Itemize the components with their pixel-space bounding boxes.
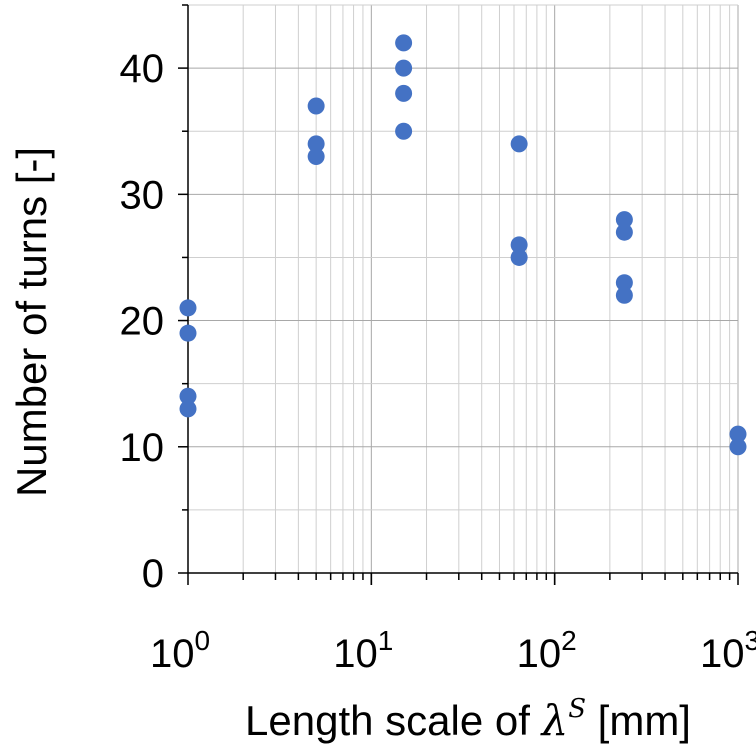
data-point [307, 147, 325, 165]
x-tick-label-base: 10 [517, 632, 562, 676]
x-tick-label-base: 10 [700, 632, 745, 676]
data-point [615, 286, 633, 304]
x-tick-label-exponent: 1 [378, 625, 394, 656]
data-point [179, 324, 197, 342]
data-point [615, 274, 633, 292]
x-tick-label-base: 10 [333, 632, 378, 676]
y-tick-label: 40 [120, 47, 165, 91]
x-tick-label: 101 [333, 625, 393, 676]
data-point [395, 34, 413, 52]
data-point [179, 400, 197, 418]
x-axis-ticks: 100 101 102 103 [150, 573, 756, 676]
grid [187, 4, 739, 574]
x-tick-label: 103 [700, 625, 756, 676]
y-tick-label: 30 [120, 173, 165, 217]
y-axis-ticks: 0 10 20 30 40 [120, 4, 188, 596]
data-point [510, 248, 528, 266]
x-axis-label-symbol: λ [540, 696, 569, 745]
x-axis-label: Length scale of λS [mm] [245, 694, 691, 745]
data-point [395, 84, 413, 102]
data-point [510, 236, 528, 254]
x-tick-label-base: 10 [150, 632, 195, 676]
data-point [615, 223, 633, 241]
data-point [729, 438, 747, 456]
x-axis-label-superscript: S [568, 694, 586, 724]
y-tick-label: 0 [142, 552, 164, 596]
data-point [179, 387, 197, 405]
data-point [307, 97, 325, 115]
x-axis-label-prefix: Length scale of [245, 697, 542, 744]
data-points [179, 34, 747, 456]
y-tick-label: 10 [120, 426, 165, 470]
data-point [307, 135, 325, 153]
axes [187, 5, 738, 574]
x-tick-label-exponent: 0 [194, 625, 210, 656]
x-tick-label: 102 [517, 625, 577, 676]
data-point [395, 59, 413, 77]
x-axis-label-suffix: [mm] [586, 697, 691, 744]
data-point [729, 425, 747, 443]
data-point [395, 122, 413, 140]
y-axis-label: Number of turns [-] [8, 147, 55, 497]
data-point [510, 135, 528, 153]
data-point [615, 211, 633, 229]
x-tick-label-exponent: 2 [561, 625, 577, 656]
data-point [179, 299, 197, 317]
x-tick-label: 100 [150, 625, 210, 676]
y-tick-label: 20 [120, 300, 165, 344]
x-tick-label-exponent: 3 [744, 625, 756, 656]
